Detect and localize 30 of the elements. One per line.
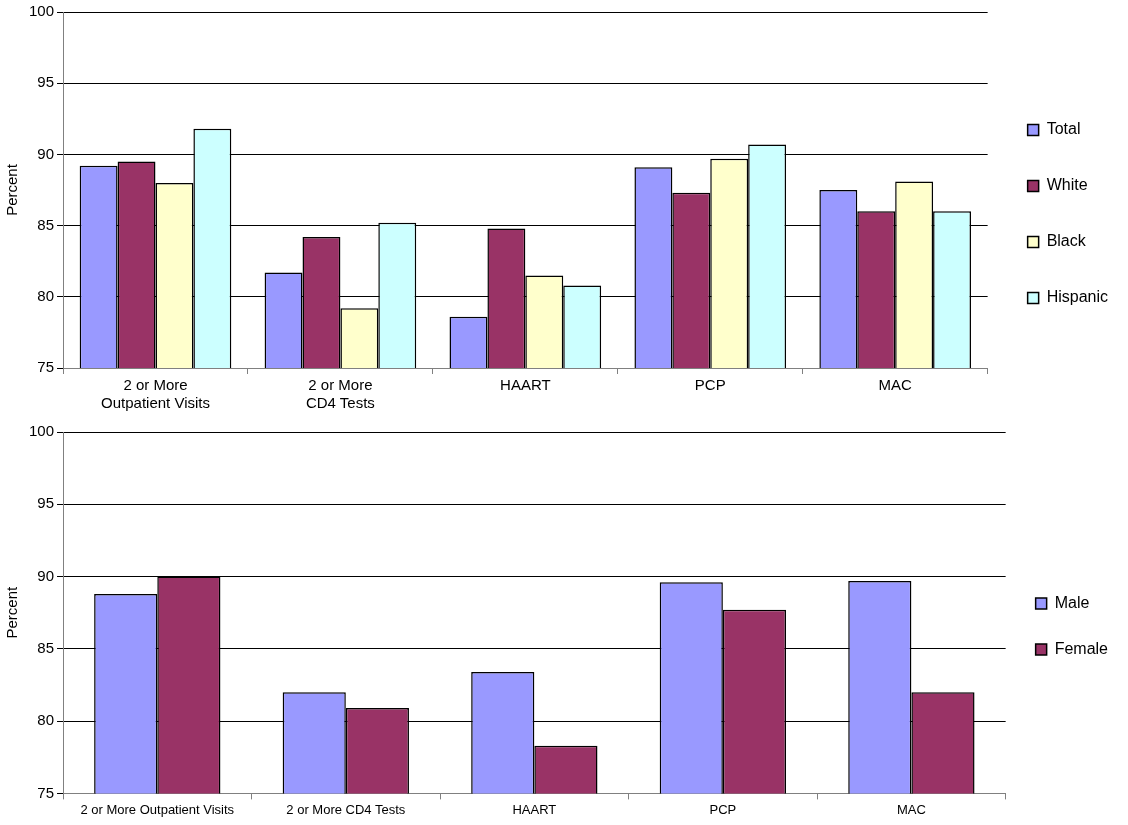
y-tick-label: 80 (37, 286, 55, 304)
x-tick-label: MAC (878, 376, 913, 394)
y-tick-label: 100 (29, 2, 55, 20)
legend-label: Hispanic (1046, 288, 1108, 306)
y-axis-title: Percent (3, 586, 21, 639)
y-tick-label: 95 (37, 73, 55, 91)
x-tick-label: PCP (694, 376, 726, 394)
y-tick-label: 95 (37, 494, 55, 512)
x-tick-label: PCP (709, 801, 737, 817)
x-tick-label: 2 or More Outpatient Visits (80, 801, 235, 817)
y-tick-label: 75 (37, 358, 55, 376)
legend-label: Total (1046, 120, 1081, 138)
y-tick-label: 85 (37, 215, 55, 233)
y-tick-label: 90 (37, 566, 55, 584)
x-tick-label: MAC (896, 801, 926, 817)
y-axis-title: Percent (3, 163, 21, 216)
x-tick-label: 2 or More CD4 Tests (305, 376, 375, 412)
x-tick-label: HAART (512, 801, 557, 817)
x-tick-label: 2 or More CD4 Tests (286, 801, 406, 817)
legend-label: Black (1046, 232, 1087, 250)
legend-label: White (1046, 176, 1088, 194)
legend-label: Male (1054, 593, 1090, 611)
legend-label: Female (1054, 639, 1109, 657)
y-tick-label: 80 (37, 711, 55, 729)
y-tick-label: 75 (37, 783, 55, 801)
x-tick-label: HAART (500, 376, 551, 394)
y-tick-label: 90 (37, 144, 55, 162)
y-tick-label: 85 (37, 638, 55, 656)
x-tick-label: 2 or More Outpatient Visits (101, 376, 210, 412)
y-tick-label: 100 (29, 422, 55, 440)
